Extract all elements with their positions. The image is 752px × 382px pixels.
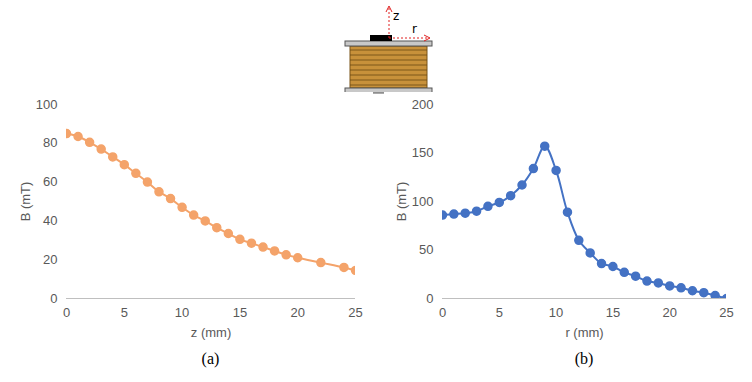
svg-text:B (mT): B (mT) (394, 182, 409, 222)
svg-text:0: 0 (50, 291, 57, 306)
svg-text:100: 100 (36, 97, 58, 112)
svg-text:r: r (412, 22, 417, 36)
svg-text:25: 25 (719, 305, 733, 320)
html-text:(b): (b) (574, 350, 594, 367)
svg-text:0: 0 (439, 305, 446, 320)
svg-text:0: 0 (63, 305, 70, 320)
svg-text:5: 5 (496, 305, 503, 320)
svg-text:25: 25 (348, 305, 362, 320)
svg-text:50: 50 (419, 242, 433, 257)
svg-text:200: 200 (412, 97, 434, 112)
svg-text:40: 40 (43, 213, 57, 228)
svg-text:15: 15 (606, 305, 620, 320)
svg-text:100: 100 (412, 194, 434, 209)
svg-text:20: 20 (290, 305, 304, 320)
svg-text:10: 10 (175, 305, 189, 320)
svg-text:20: 20 (43, 252, 57, 267)
svg-text:150: 150 (412, 145, 434, 160)
svg-text:60: 60 (43, 174, 57, 189)
html-text:(a): (a) (201, 350, 220, 367)
svg-text:5: 5 (121, 305, 128, 320)
svg-text:15: 15 (233, 305, 247, 320)
svg-text:20: 20 (662, 305, 676, 320)
svg-text:r (mm): r (mm) (565, 325, 603, 340)
svg-text:z: z (393, 9, 399, 23)
svg-text:10: 10 (549, 305, 563, 320)
svg-text:z (mm): z (mm) (191, 325, 231, 340)
svg-text:0: 0 (426, 291, 433, 306)
svg-text:80: 80 (43, 135, 57, 150)
svg-text:B (mT): B (mT) (18, 182, 33, 222)
